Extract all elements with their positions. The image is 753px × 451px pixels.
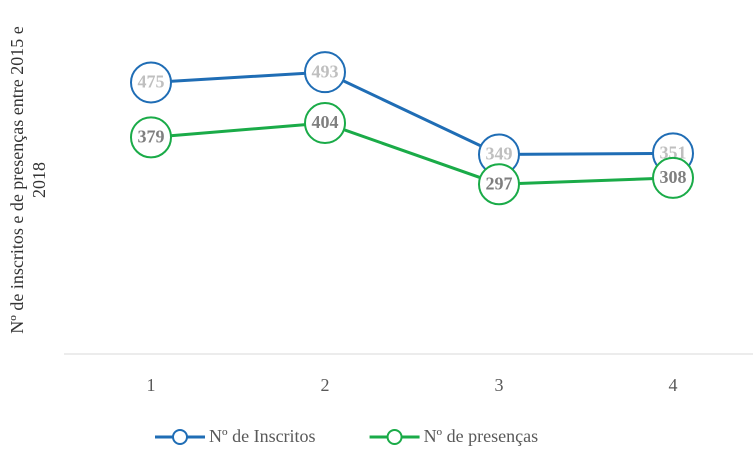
y-axis-label: Nº de inscritos e de presenças entre 201… <box>7 26 49 334</box>
legend-marker <box>386 429 403 445</box>
data-label: 351 <box>660 142 687 162</box>
series-line <box>150 70 674 156</box>
data-label: 349 <box>486 144 513 164</box>
data-point <box>130 116 172 159</box>
x-tick-label: 3 <box>495 375 504 395</box>
data-point <box>304 102 346 145</box>
data-label: 493 <box>312 61 339 81</box>
data-label: 308 <box>660 167 687 187</box>
data-point <box>304 51 346 94</box>
data-label: 404 <box>312 112 339 132</box>
data-point <box>478 163 520 206</box>
legend-label: Nº de Inscritos <box>209 426 316 446</box>
data-label: 297 <box>486 173 513 193</box>
x-tick-label: 4 <box>669 375 678 395</box>
data-label: 475 <box>138 72 165 92</box>
x-tick-label: 1 <box>147 375 156 395</box>
legend-marker <box>172 429 188 445</box>
x-tick-label: 2 <box>321 375 330 395</box>
data-point <box>652 156 694 199</box>
legend-label: Nº de presenças <box>424 426 539 446</box>
data-point <box>130 61 172 104</box>
series-line <box>150 121 674 186</box>
data-label: 379 <box>138 126 165 146</box>
